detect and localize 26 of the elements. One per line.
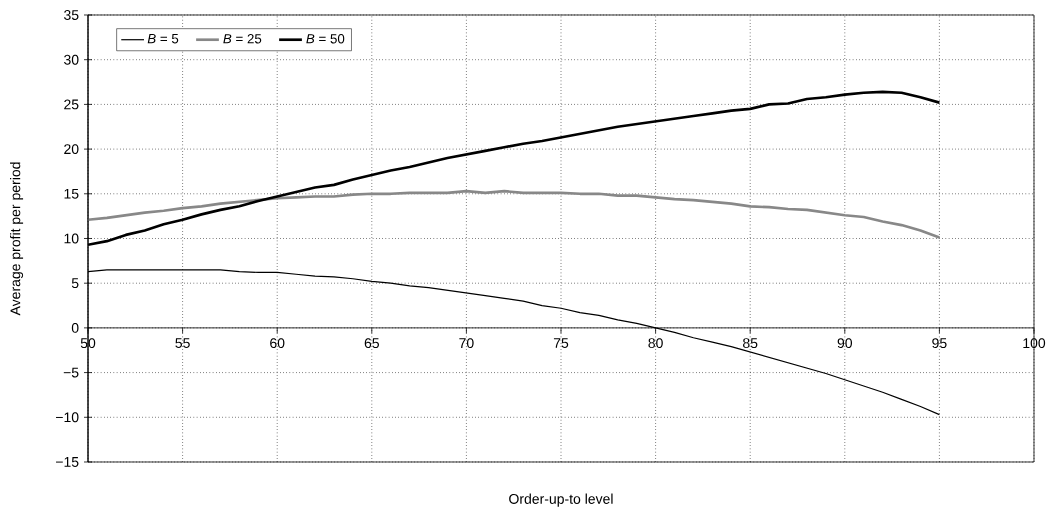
x-tick-label: 60 [270,338,285,349]
legend-label: B = 25 [223,34,262,44]
y-tick-label: 5 [71,278,79,289]
x-axis-title: Order-up-to level [509,493,613,507]
y-tick-label: 25 [64,99,79,110]
y-tick-label: −5 [63,367,79,378]
x-tick-label: 80 [648,338,663,349]
x-tick-label: 65 [364,338,379,349]
y-tick-label: 20 [64,144,79,155]
x-tick-label: 55 [175,338,190,348]
y-tick-label: 30 [64,54,79,65]
legend-label: B = 50 [306,34,345,44]
y-tick-label: 0 [71,322,79,333]
y-tick-label: 35 [64,10,79,20]
x-tick-label: 70 [459,338,474,349]
x-tick-label: 90 [837,338,853,349]
x-tick-label: 85 [743,338,758,349]
y-tick-label: 15 [64,188,79,199]
x-tick-label: 100 [1023,338,1046,349]
y-axis-title: Average profit per period [10,162,24,316]
x-tick-label: 95 [932,338,947,349]
legend-label: B = 5 [147,34,179,44]
y-tick-label: 10 [64,233,79,244]
y-tick-label: −15 [56,457,79,467]
y-tick-label: −10 [56,412,79,423]
x-tick-label: 75 [553,338,569,348]
